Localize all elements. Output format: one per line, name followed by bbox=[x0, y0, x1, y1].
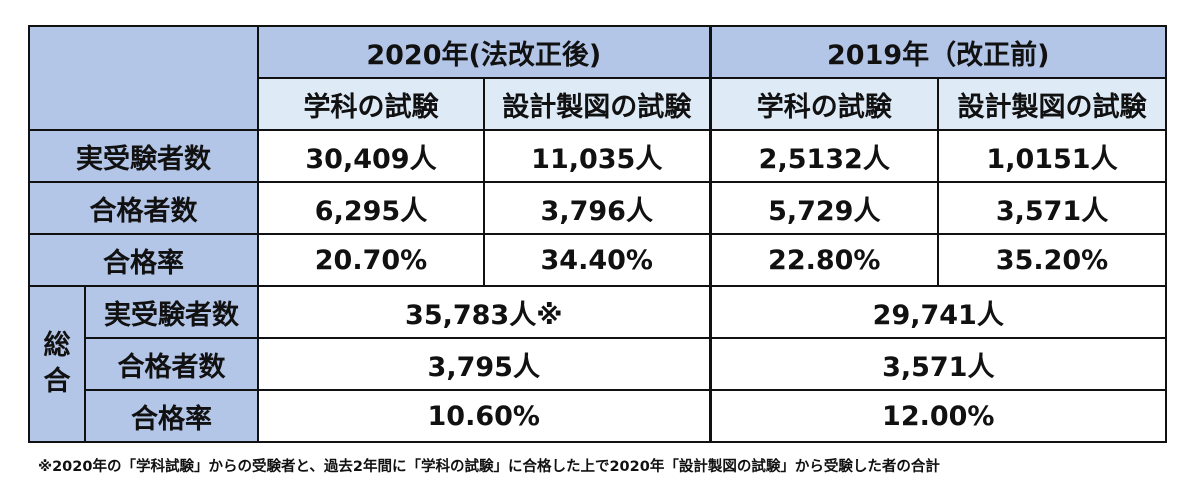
exam-type-header-row: 学科の試験 設計製図の試験 学科の試験 設計製図の試験 bbox=[29, 77, 1168, 131]
row-label: 合格率 bbox=[84, 389, 259, 443]
row-label: 合格者数 bbox=[84, 337, 259, 391]
table-cell: 3,796人 bbox=[482, 181, 712, 235]
table-cell: 5,729人 bbox=[708, 181, 940, 235]
corner-cell bbox=[28, 25, 259, 131]
year-header-row: 2020年(法改正後) 2019年（改正前) bbox=[28, 25, 1168, 131]
total-cell-2020: 35,783人※ bbox=[256, 285, 712, 339]
row-label: 合格率 bbox=[28, 233, 259, 287]
table-cell: 6,295人 bbox=[257, 181, 485, 235]
footnote: ※2020年の「学科試験」からの受験者と、過去2年間に「学科の試験」に合格した上… bbox=[38, 459, 940, 475]
table-cell: 34.40% bbox=[482, 233, 712, 287]
total-cell-2019: 3,571人 bbox=[708, 337, 1168, 391]
table-cell: 35.20% bbox=[937, 233, 1168, 287]
row-label: 実受験者数 bbox=[84, 285, 259, 339]
total-cell-2019: 12.00% bbox=[708, 389, 1168, 443]
table-cell: 1,0151人 bbox=[937, 129, 1168, 183]
total-cell-2019: 29,741人 bbox=[708, 285, 1168, 339]
row-label: 実受験者数 bbox=[28, 129, 259, 183]
subheader-2019-seizu: 設計製図の試験 bbox=[937, 77, 1168, 131]
total-label-bottom: 合 bbox=[43, 366, 71, 397]
table-cell: 22.80% bbox=[708, 233, 940, 287]
results-table-container: 2020年(法改正後) 2019年（改正前) 学科の試験 設計製図の試験 学科の… bbox=[28, 25, 1168, 443]
total-cell-2020: 3,795人 bbox=[256, 337, 712, 391]
subheader-2020-gakka: 学科の試験 bbox=[257, 77, 485, 131]
total-group-label: 総 合 bbox=[28, 285, 86, 443]
total-row: 合格率 10.60% 12.00% bbox=[29, 389, 1168, 443]
table-row: 合格者数 6,295人 3,796人 5,729人 3,571人 bbox=[28, 181, 1168, 235]
header-2019: 2019年（改正前) bbox=[708, 25, 1168, 79]
subheader-2020-seizu: 設計製図の試験 bbox=[482, 77, 712, 131]
total-label-top: 総 bbox=[43, 330, 71, 361]
table-row: 実受験者数 30,409人 11,035人 2,5132人 1,0151人 bbox=[28, 129, 1168, 183]
total-cell-2020: 10.60% bbox=[256, 389, 712, 443]
row-label: 合格者数 bbox=[28, 181, 259, 235]
table-cell: 30,409人 bbox=[257, 129, 485, 183]
table-cell: 2,5132人 bbox=[708, 129, 940, 183]
table-cell: 11,035人 bbox=[482, 129, 712, 183]
subheader-2019-gakka: 学科の試験 bbox=[708, 77, 940, 131]
exam-results-table: 2020年(法改正後) 2019年（改正前) 学科の試験 設計製図の試験 学科の… bbox=[28, 25, 1168, 443]
total-row: 合格者数 3,795人 3,571人 bbox=[29, 337, 1168, 391]
table-cell: 3,571人 bbox=[937, 181, 1168, 235]
total-row: 総 合 実受験者数 35,783人※ 29,741人 bbox=[28, 285, 1168, 443]
header-2020: 2020年(法改正後) bbox=[256, 25, 712, 79]
table-row: 合格率 20.70% 34.40% 22.80% 35.20% bbox=[28, 233, 1168, 287]
table-cell: 20.70% bbox=[257, 233, 485, 287]
